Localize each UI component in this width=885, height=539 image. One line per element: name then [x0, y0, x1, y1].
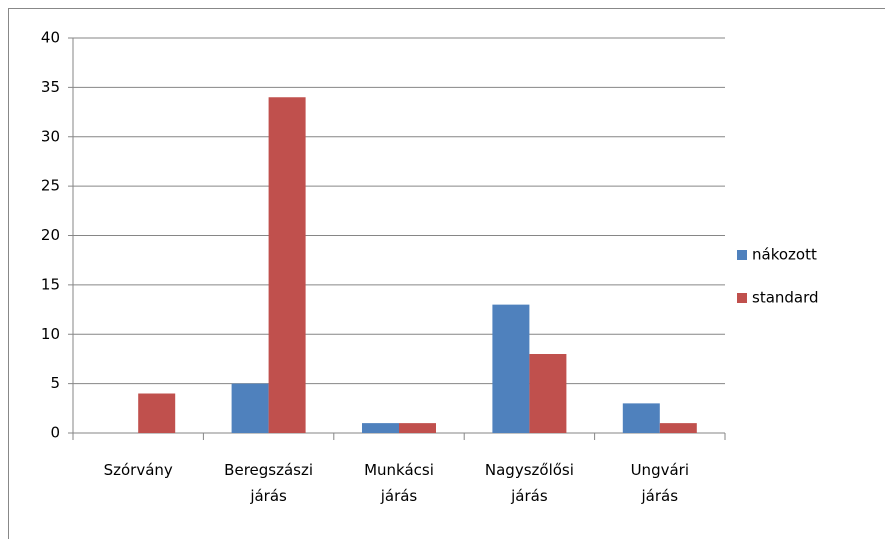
y-tick-label: 25 [41, 177, 60, 195]
y-tick-label: 30 [41, 127, 60, 145]
x-tick-label: Munkácsi járás [364, 461, 434, 505]
bar [492, 304, 530, 433]
y-tick-label: 15 [41, 275, 60, 293]
chart-border [8, 8, 885, 539]
y-tick-label: 5 [50, 374, 60, 392]
x-tick-label: Beregszászi járás [224, 461, 313, 505]
legend-swatch [737, 293, 747, 303]
legend-label: nákozott [752, 246, 817, 264]
bar [659, 423, 697, 433]
bar [231, 383, 269, 433]
bar [138, 393, 176, 433]
bar [399, 423, 436, 433]
y-tick-label: 35 [41, 78, 60, 96]
x-tick-label: Ungvári járás [631, 461, 689, 505]
y-tick-label: 10 [41, 325, 60, 343]
y-tick-label: 20 [41, 226, 60, 244]
x-tick-label: Nagyszőlősi járás [485, 461, 574, 505]
y-tick-label: 0 [50, 424, 60, 442]
bar [268, 97, 306, 433]
bar [529, 354, 567, 433]
bar [622, 403, 660, 433]
bar [362, 423, 399, 433]
legend-label: standard [752, 289, 819, 307]
x-tick-label: Szórvány [104, 461, 173, 479]
y-tick-label: 40 [41, 29, 60, 47]
legend-swatch [737, 250, 747, 260]
